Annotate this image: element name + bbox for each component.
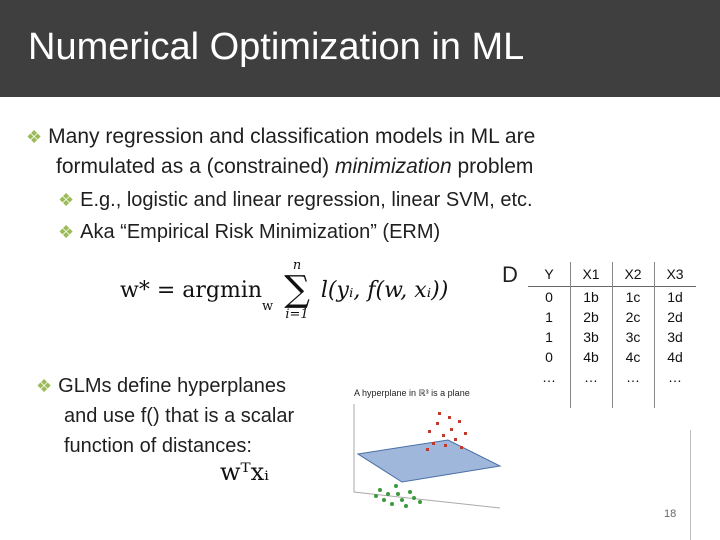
table-cell: … — [626, 369, 640, 385]
green-point — [412, 496, 416, 500]
table-cell: 3d — [667, 329, 683, 345]
page-divider — [690, 430, 691, 540]
table-header-row: Y X1 X2 X3 — [528, 262, 696, 287]
glm-equation: wᵀxᵢ — [220, 458, 269, 486]
table-cell: 1 — [545, 309, 553, 325]
title-bar: Numerical Optimization in ML — [0, 0, 720, 97]
slide-title: Numerical Optimization in ML — [28, 26, 525, 68]
bullet-glm: ❖ GLMs define hyperplanes — [36, 372, 286, 401]
erm-sub: w — [262, 299, 274, 314]
table-header-y: Y — [528, 262, 570, 287]
green-points — [374, 484, 422, 508]
red-point — [454, 438, 457, 441]
table-divider — [612, 262, 613, 408]
red-point — [432, 442, 435, 445]
bullet-main-line1: Many regression and classification model… — [48, 125, 536, 148]
table-cell: 4d — [667, 349, 683, 365]
green-point — [408, 490, 412, 494]
bullet-main-line2-em: minimization — [334, 155, 452, 178]
table-row: … … … … — [528, 367, 696, 387]
green-point — [400, 498, 404, 502]
red-point — [460, 446, 463, 449]
green-point — [418, 500, 422, 504]
sum-top: n — [292, 258, 302, 273]
table-row: 1 3b 3c 3d — [528, 327, 696, 347]
table-cell: 3b — [583, 329, 599, 345]
green-point — [404, 504, 408, 508]
table-cell: 2b — [583, 309, 599, 325]
page-number: 18 — [664, 508, 677, 520]
bullet-sub-2: ❖ Aka “Empirical Risk Minimization” (ERM) — [58, 218, 440, 247]
sigma-icon: ∑ — [284, 269, 310, 310]
table-row: 1 2b 2c 2d — [528, 307, 696, 327]
table-body: 0 1b 1c 1d 1 2b 2c 2d 1 3b 3c 3d 0 4b 4c 4d … … … … — [528, 287, 696, 388]
diamond-bullet-icon: ❖ — [58, 190, 75, 210]
table-cell: 4b — [583, 349, 599, 365]
table-cell: 2c — [625, 309, 641, 325]
bullet-main-line2-post: problem — [451, 155, 534, 178]
hyperplane-figure: A hyperplane in ℝ³ is a plane — [340, 382, 520, 522]
bullet-sub-2-text: Aka “Empirical Risk Minimization” (ERM) — [80, 221, 441, 243]
table-row: 0 1b 1c 1d — [528, 287, 696, 308]
bullet-sub-1-text: E.g., logistic and linear regression, li… — [80, 189, 533, 211]
figure-caption: A hyperplane in ℝ³ is a plane — [354, 388, 470, 398]
summation: n ∑ i=1 — [284, 258, 310, 322]
table-cell: … — [668, 369, 682, 385]
table-row: 0 4b 4c 4d — [528, 347, 696, 367]
table-cell: … — [542, 369, 556, 385]
hyperplane-svg: A hyperplane in ℝ³ is a plane — [353, 388, 502, 509]
table-divider — [654, 262, 655, 408]
green-point — [396, 492, 400, 496]
table-cell: 0 — [545, 349, 553, 365]
diamond-bullet-icon: ❖ — [36, 376, 53, 396]
bullet-main-line2: formulated as a (constrained) minimizati… — [56, 152, 533, 181]
green-point — [386, 492, 390, 496]
table-cell: 1b — [583, 289, 599, 305]
red-point — [458, 420, 461, 423]
red-point — [428, 430, 431, 433]
sum-bottom: i=1 — [285, 307, 309, 322]
bullet-glm-line3: function of distances: — [64, 435, 252, 457]
diamond-bullet-icon: ❖ — [58, 222, 75, 242]
bullet-glm-line2: and use f() that is a scalar — [64, 405, 295, 427]
table-divider — [570, 262, 571, 408]
erm-rhs: l(yᵢ, f(w, xᵢ)) — [320, 277, 449, 303]
hyperplane — [356, 439, 502, 483]
table-cell: 3c — [625, 329, 641, 345]
bullet-sub-1: ❖ E.g., logistic and linear regression, l… — [58, 186, 533, 215]
red-point — [464, 432, 467, 435]
red-point — [450, 428, 453, 431]
erm-equation: w* = argminw n ∑ i=1 l(yᵢ, f(w, xᵢ)) — [120, 258, 448, 322]
red-point — [444, 444, 447, 447]
green-point — [394, 484, 398, 488]
erm-lhs: w* = argmin — [120, 277, 263, 303]
dataset-label: D — [502, 262, 518, 287]
red-point — [436, 422, 439, 425]
table-cell: 2d — [667, 309, 683, 325]
red-points — [426, 412, 467, 451]
bullet-main: ❖ Many regression and classification mode… — [26, 122, 535, 152]
table-header-x1: X1 — [570, 262, 612, 287]
dataset-table: Y X1 X2 X3 0 1b 1c 1d 1 2b 2c 2d 1 3b 3c 3d 0 4b 4c 4d … … … … — [528, 262, 696, 387]
red-point — [426, 448, 429, 451]
table-header-x2: X2 — [612, 262, 654, 287]
table-header-x3: X3 — [654, 262, 696, 287]
green-point — [374, 494, 378, 498]
table-cell: 4c — [625, 349, 641, 365]
bullet-glm-line1: GLMs define hyperplanes — [58, 375, 287, 397]
red-point — [448, 416, 451, 419]
diamond-bullet-icon: ❖ — [26, 127, 43, 147]
table-cell: 1d — [667, 289, 683, 305]
axes — [353, 404, 501, 509]
green-point — [390, 502, 394, 506]
green-point — [378, 488, 382, 492]
red-point — [438, 412, 441, 415]
table-cell: 0 — [545, 289, 553, 305]
green-point — [382, 498, 386, 502]
table-cell: 1 — [545, 329, 553, 345]
bullet-main-line2-pre: formulated as a (constrained) — [56, 155, 335, 178]
table-cell: … — [584, 369, 598, 385]
table-cell: 1c — [625, 289, 641, 305]
red-point — [442, 434, 445, 437]
